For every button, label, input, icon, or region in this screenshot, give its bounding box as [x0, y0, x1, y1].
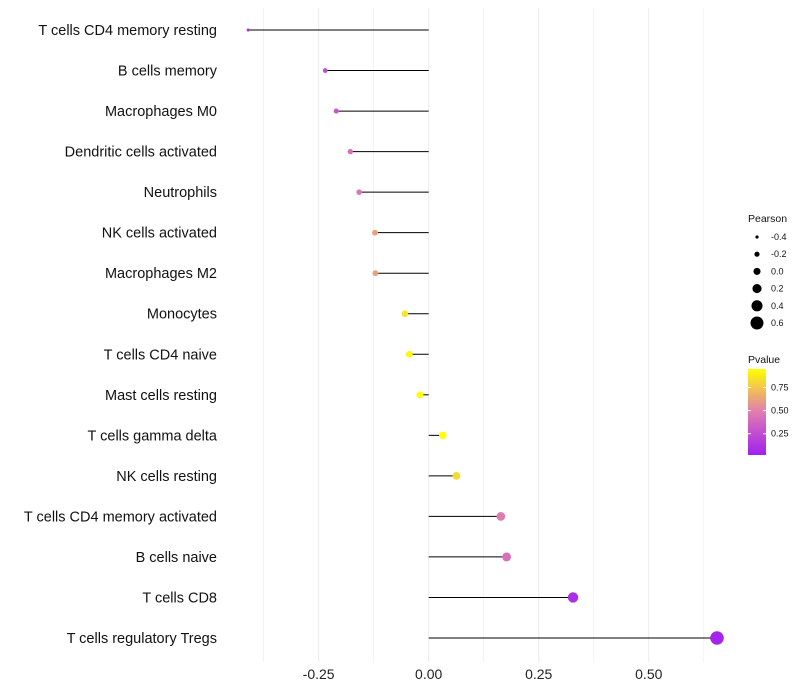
size-legend-label: -0.2 [771, 249, 787, 259]
size-legend-title: Pearson [748, 213, 787, 225]
gridlines [263, 8, 705, 662]
category-label: B cells memory [118, 64, 218, 80]
category-label: T cells CD8 [142, 590, 217, 606]
data-point [333, 108, 339, 114]
color-legend-title: Pvalue [748, 354, 780, 366]
category-labels: T cells CD4 memory resting B cells memory… [24, 23, 218, 647]
data-point [372, 270, 379, 277]
category-label: Macrophages M0 [105, 104, 217, 120]
colorbar-tick-label: 0.50 [771, 406, 789, 416]
data-point [347, 148, 354, 155]
category-label: T cells CD4 naive [104, 347, 217, 363]
data-points [246, 28, 724, 645]
size-legend-key [753, 267, 761, 275]
pvalue-colorbar [748, 369, 766, 455]
data-point [439, 431, 447, 440]
data-point [452, 471, 461, 480]
category-label: T cells CD4 memory resting [38, 23, 217, 39]
x-tick-label: 0.25 [525, 666, 552, 682]
data-point [322, 68, 328, 73]
data-point [356, 189, 362, 195]
data-point [401, 310, 409, 318]
x-tick-label: 0.00 [415, 666, 442, 682]
colorbar-tick-label: 0.75 [771, 382, 789, 392]
data-point [405, 350, 413, 358]
size-legend-key [750, 316, 764, 330]
size-legend-items: -0.4 -0.2 0.0 0.2 0.4 0.6 [750, 232, 787, 330]
category-label: Dendritic cells activated [65, 145, 217, 161]
category-label: NK cells activated [102, 226, 217, 242]
colorbar-ticks: 0.25 0.50 0.75 [748, 382, 789, 439]
colorbar-tick-label: 0.25 [771, 429, 789, 439]
category-label: T cells gamma delta [88, 428, 218, 444]
data-point [416, 391, 424, 399]
x-tick-label: -0.25 [303, 666, 335, 682]
category-label: Neutrophils [144, 185, 217, 201]
stems [248, 29, 717, 639]
category-label: Macrophages M2 [105, 266, 217, 282]
x-axis-ticks: -0.25 0.00 0.25 0.50 [303, 666, 663, 682]
legend: Pearson -0.4 -0.2 0.0 0.2 0.4 0.6 Pvalue 0.25… [748, 213, 789, 455]
data-point [496, 512, 506, 521]
data-point [567, 592, 579, 603]
category-label: NK cells resting [116, 469, 217, 485]
size-legend-key [755, 235, 759, 239]
category-label: T cells CD4 memory activated [24, 509, 217, 525]
category-label: Mast cells resting [105, 388, 217, 404]
size-legend-label: 0.4 [771, 301, 784, 311]
size-legend-label: 0.6 [771, 318, 784, 328]
size-legend-key [752, 284, 762, 294]
size-legend-label: 0.0 [771, 266, 784, 276]
data-point [246, 28, 250, 32]
size-legend-label: 0.2 [771, 284, 784, 294]
data-point [710, 631, 724, 645]
x-tick-label: 0.50 [635, 666, 662, 682]
size-legend-key [754, 251, 760, 257]
data-point [502, 552, 512, 562]
size-legend-key [751, 300, 763, 312]
category-label: T cells regulatory Tregs [67, 631, 217, 647]
data-point [372, 229, 378, 236]
category-label: Monocytes [147, 307, 217, 323]
size-legend-label: -0.4 [771, 232, 787, 242]
category-label: B cells naive [136, 550, 217, 566]
